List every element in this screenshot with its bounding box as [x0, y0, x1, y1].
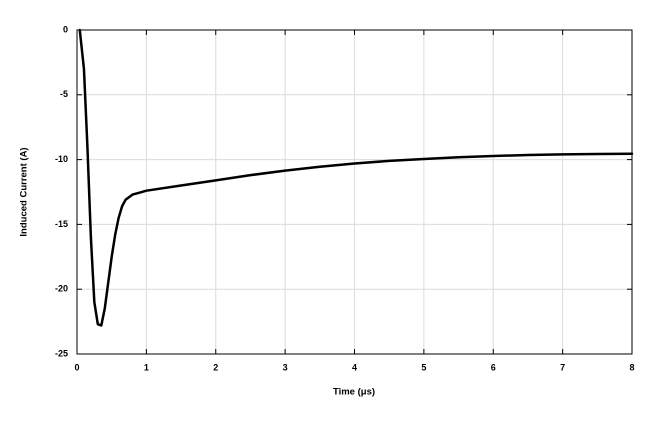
- x-tick-label: 1: [144, 362, 149, 372]
- x-tick-label: 7: [560, 362, 565, 372]
- y-tick-label: 0: [63, 24, 68, 34]
- y-tick-label: -25: [55, 348, 68, 358]
- data-line: [78, 28, 634, 327]
- x-tick-label: 4: [352, 362, 357, 372]
- x-tick-label: 0: [74, 362, 79, 372]
- y-tick-label: -15: [55, 219, 68, 229]
- y-tick-label: -20: [55, 284, 68, 294]
- y-axis-title: Induced Current (A): [19, 147, 30, 236]
- x-axis-title: Time (μs): [333, 387, 375, 398]
- y-tick-label: -10: [55, 154, 68, 164]
- x-tick-label: 8: [629, 362, 634, 372]
- y-tick-label: -5: [60, 89, 68, 99]
- x-tick-label: 3: [283, 362, 288, 372]
- x-tick-label: 2: [213, 362, 218, 372]
- x-tick-label: 5: [421, 362, 426, 372]
- x-tick-label: 6: [491, 362, 496, 372]
